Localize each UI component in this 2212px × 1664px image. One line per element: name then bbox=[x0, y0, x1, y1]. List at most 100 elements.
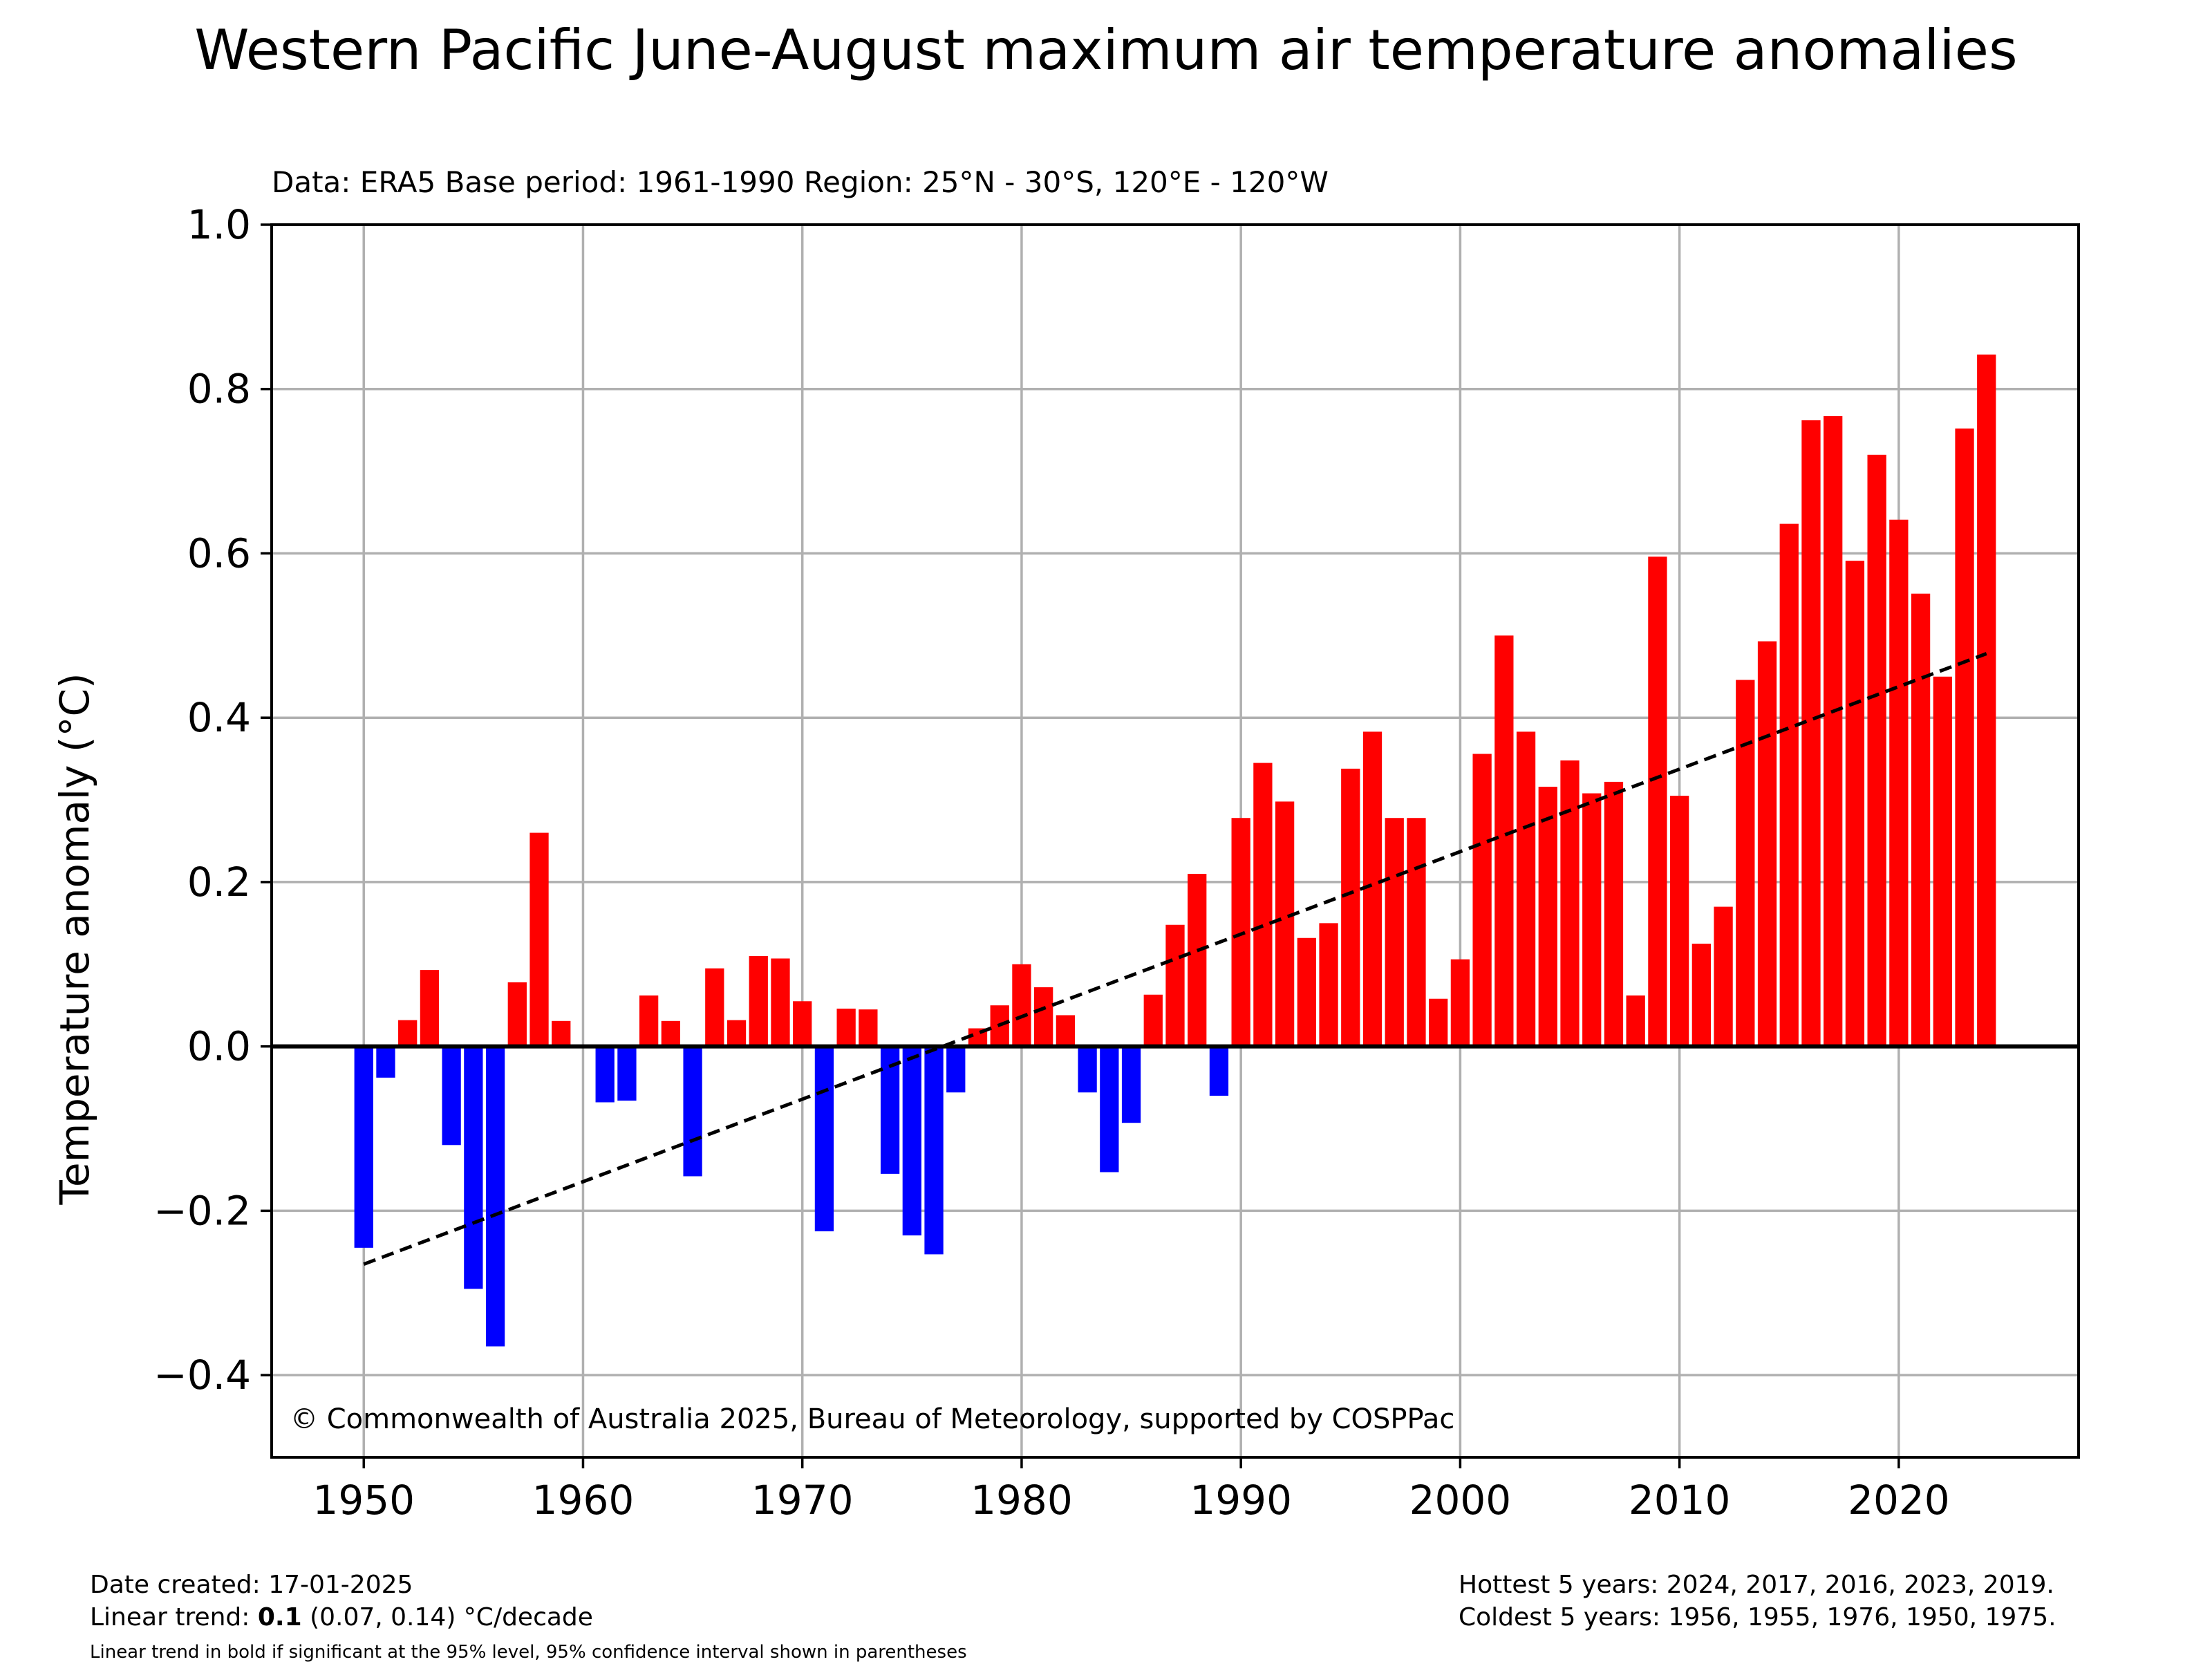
axis-ticks: 1950 1960 1970 1980 1990 2000 2010 2020 −0.4 −0.2… bbox=[153, 201, 1950, 1524]
bar-1998 bbox=[1407, 818, 1426, 1047]
bar-1954 bbox=[442, 1046, 461, 1146]
bar-2017 bbox=[1824, 415, 1843, 1047]
bar-2016 bbox=[1801, 420, 1821, 1047]
bars bbox=[354, 354, 1996, 1347]
bar-2023 bbox=[1955, 428, 1974, 1047]
y-tick-label: 0.2 bbox=[187, 859, 251, 906]
bar-1972 bbox=[836, 1008, 856, 1047]
bar-1977 bbox=[946, 1046, 966, 1093]
bar-2007 bbox=[1604, 781, 1624, 1047]
bar-1995 bbox=[1341, 768, 1360, 1047]
bar-1964 bbox=[661, 1020, 681, 1047]
bar-2010 bbox=[1669, 796, 1689, 1047]
bar-2009 bbox=[1648, 557, 1667, 1047]
bar-2021 bbox=[1911, 593, 1931, 1047]
chart-subtitle: Data: ERA5 Base period: 1961-1990 Region… bbox=[272, 165, 1329, 199]
bar-2020 bbox=[1889, 519, 1909, 1047]
bar-2014 bbox=[1757, 641, 1777, 1047]
footer-right: Hottest 5 years: 2024, 2017, 2016, 2023,… bbox=[1459, 1569, 2056, 1634]
bar-1988 bbox=[1188, 874, 1207, 1047]
bar-2004 bbox=[1538, 787, 1557, 1047]
bar-1984 bbox=[1100, 1046, 1119, 1172]
bar-1982 bbox=[1056, 1015, 1076, 1047]
bar-1985 bbox=[1121, 1046, 1141, 1123]
bar-2001 bbox=[1472, 754, 1492, 1047]
bar-1959 bbox=[552, 1020, 571, 1047]
bar-1981 bbox=[1034, 987, 1053, 1047]
bar-1958 bbox=[529, 832, 549, 1047]
plot-frame bbox=[270, 223, 2080, 1459]
bar-1980 bbox=[1012, 964, 1031, 1047]
bar-1997 bbox=[1385, 818, 1404, 1047]
bar-1991 bbox=[1253, 763, 1273, 1047]
bar-1957 bbox=[507, 982, 527, 1047]
bar-1994 bbox=[1319, 923, 1338, 1047]
bar-1983 bbox=[1078, 1046, 1097, 1093]
bar-1963 bbox=[639, 995, 659, 1047]
trend-value: 0.1 bbox=[257, 1602, 302, 1632]
chart-title: Western Pacific June-August maximum air … bbox=[194, 18, 2017, 82]
bar-1961 bbox=[595, 1046, 615, 1103]
bar-2008 bbox=[1626, 995, 1645, 1047]
bar-1966 bbox=[705, 968, 724, 1047]
bar-1953 bbox=[420, 970, 440, 1047]
bar-1970 bbox=[793, 1001, 812, 1047]
bar-1986 bbox=[1143, 994, 1163, 1047]
bar-2002 bbox=[1494, 635, 1514, 1047]
bar-1989 bbox=[1209, 1046, 1229, 1096]
x-tick-label: 1960 bbox=[532, 1477, 635, 1524]
linear-trend: Linear trend: 0.1 (0.07, 0.14) °C/decade bbox=[90, 1602, 967, 1634]
x-tick-label: 1980 bbox=[971, 1477, 1073, 1524]
bar-1973 bbox=[859, 1009, 878, 1047]
trend-suffix: (0.07, 0.14) °C/decade bbox=[301, 1602, 593, 1632]
bar-1987 bbox=[1165, 924, 1185, 1047]
bar-2015 bbox=[1779, 523, 1799, 1047]
x-tick-label: 2000 bbox=[1409, 1477, 1512, 1524]
bar-1951 bbox=[376, 1046, 395, 1078]
bar-2011 bbox=[1691, 944, 1712, 1047]
bar-1955 bbox=[464, 1046, 483, 1289]
coldest-years: Coldest 5 years: 1956, 1955, 1976, 1950,… bbox=[1459, 1602, 2056, 1632]
footer-left: Date created: 17-01-2025 Linear trend: 0… bbox=[90, 1569, 967, 1664]
x-tick-label: 1970 bbox=[751, 1477, 854, 1524]
bar-1967 bbox=[727, 1020, 747, 1047]
bar-2013 bbox=[1736, 680, 1755, 1047]
bar-2019 bbox=[1867, 454, 1886, 1047]
bar-2005 bbox=[1560, 760, 1580, 1047]
bar-2000 bbox=[1450, 959, 1470, 1047]
x-tick-label: 2020 bbox=[1848, 1477, 1950, 1524]
bar-1962 bbox=[617, 1046, 637, 1101]
y-tick-label: 1.0 bbox=[187, 201, 251, 248]
hottest-years: Hottest 5 years: 2024, 2017, 2016, 2023,… bbox=[1459, 1571, 2054, 1599]
copyright-annotation: © Commonwealth of Australia 2025, Bureau… bbox=[290, 1403, 1454, 1435]
bar-1992 bbox=[1275, 801, 1295, 1047]
bar-1993 bbox=[1297, 937, 1316, 1047]
bar-2012 bbox=[1714, 906, 1733, 1047]
bar-1956 bbox=[485, 1046, 505, 1347]
bar-1990 bbox=[1231, 818, 1250, 1047]
bar-1971 bbox=[814, 1046, 834, 1232]
y-tick-label: 0.6 bbox=[187, 530, 251, 577]
bar-1969 bbox=[771, 958, 790, 1047]
trend-prefix: Linear trend: bbox=[90, 1602, 258, 1632]
bar-1976 bbox=[924, 1046, 944, 1255]
bar-1965 bbox=[683, 1046, 702, 1177]
bar-2022 bbox=[1933, 676, 1952, 1047]
y-tick-label: −0.4 bbox=[153, 1352, 251, 1399]
y-tick-label: 0.0 bbox=[187, 1023, 251, 1070]
x-tick-label: 1990 bbox=[1190, 1477, 1292, 1524]
date-created: Date created: 17-01-2025 bbox=[90, 1571, 413, 1599]
y-tick-label: 0.8 bbox=[187, 366, 251, 413]
bar-2018 bbox=[1845, 561, 1865, 1047]
bar-1950 bbox=[354, 1046, 373, 1248]
bar-1996 bbox=[1362, 731, 1382, 1047]
y-tick-label: 0.4 bbox=[187, 694, 251, 741]
bar-1952 bbox=[398, 1020, 418, 1047]
bar-1975 bbox=[902, 1046, 921, 1236]
x-tick-label: 2010 bbox=[1629, 1477, 1731, 1524]
bar-1968 bbox=[749, 955, 768, 1047]
bar-2024 bbox=[1977, 354, 1996, 1047]
bar-2006 bbox=[1582, 793, 1602, 1047]
trend-note: Linear trend in bold if significant at t… bbox=[90, 1641, 967, 1663]
